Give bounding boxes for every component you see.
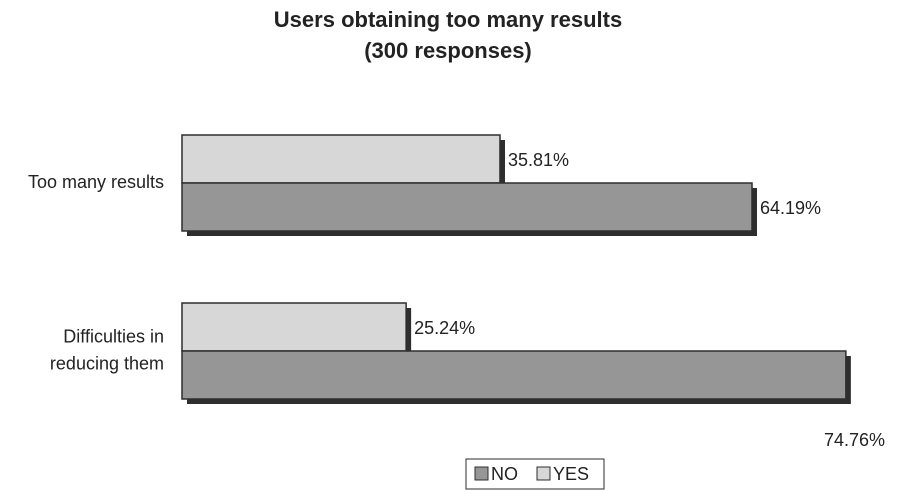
category-label-1: Difficulties in reducing them (50, 326, 164, 373)
legend-label-no: NO (491, 464, 518, 484)
chart-subtitle: (300 responses) (364, 38, 532, 63)
legend-swatch-no (474, 466, 489, 481)
data-label-yes-0: 35.81% (508, 150, 569, 170)
legend-label-yes: YES (553, 464, 589, 484)
category-label-0: Too many results (28, 172, 164, 192)
chart-title: Users obtaining too many results (274, 7, 622, 32)
legend-box (465, 458, 605, 490)
bar-yes-0 (181, 134, 501, 184)
data-label-no-0: 64.19% (760, 198, 821, 218)
legend: NO YES (465, 458, 605, 490)
data-label-yes-1: 25.24% (414, 318, 475, 338)
plot-area: 35.81% 64.19% Too many results 25.24% 74.76%… (28, 134, 885, 450)
bar-no-0 (181, 182, 753, 232)
data-label-no-1: 74.76% (824, 430, 885, 450)
legend-swatch-yes (536, 466, 551, 481)
bar-yes-1 (181, 302, 407, 352)
bar-no-1 (181, 350, 847, 400)
